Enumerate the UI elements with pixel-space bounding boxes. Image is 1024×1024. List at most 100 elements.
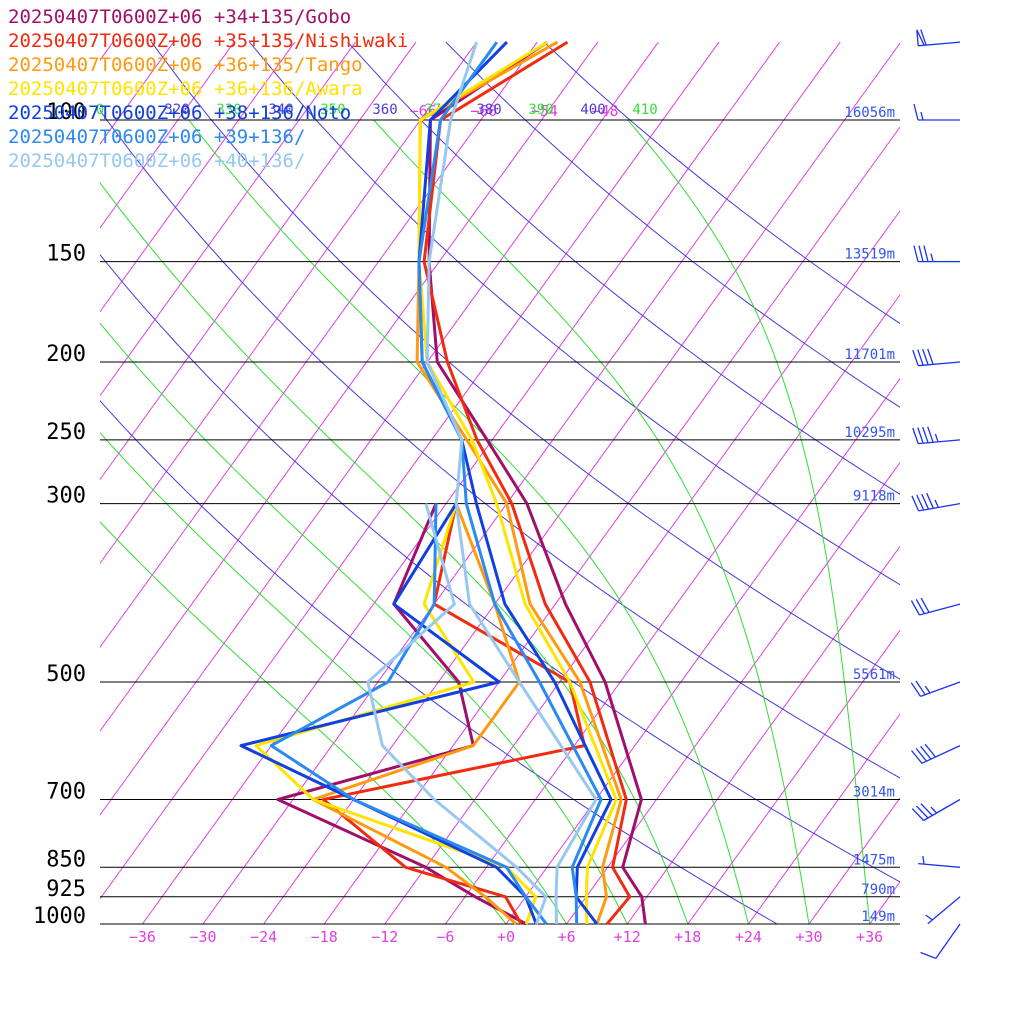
dewpoint-line bbox=[276, 503, 527, 926]
temperature-tick-label: +30 bbox=[795, 928, 822, 946]
theta-label: 390 bbox=[528, 102, 553, 118]
isotherm-line bbox=[100, 41, 417, 481]
height-label: 13519m bbox=[844, 247, 895, 263]
isotherm-line bbox=[100, 41, 175, 145]
pressure-label: 300 bbox=[46, 484, 86, 509]
temperature-tick-label: +18 bbox=[674, 928, 701, 946]
theta-label: 0 bbox=[96, 102, 104, 118]
isotherm-line bbox=[141, 41, 781, 924]
isotherm-line bbox=[566, 461, 900, 924]
isotherm-line bbox=[991, 42, 1024, 924]
wind-barb bbox=[925, 896, 961, 925]
dewpoint-line bbox=[321, 503, 586, 925]
isotherm-line bbox=[100, 41, 296, 313]
dewpoint-line bbox=[366, 503, 548, 925]
isotherm-line bbox=[100, 41, 599, 732]
moist-adiabat-line bbox=[627, 119, 871, 924]
isotherm-line bbox=[100, 41, 356, 397]
temperature-tick-label: −30 bbox=[189, 928, 216, 946]
dry-adiabat-line bbox=[150, 41, 900, 680]
legend: 20250407T0600Z+06 +34+135/Gobo20250407T0… bbox=[8, 6, 408, 172]
isotherm-line bbox=[0, 42, 52, 924]
temperature-tick-label: −36 bbox=[129, 928, 156, 946]
theta-label: 410 bbox=[632, 102, 657, 118]
wind-barbs bbox=[910, 29, 961, 960]
isotherm-line bbox=[930, 42, 1024, 924]
wind-barb bbox=[913, 245, 960, 263]
isotherm-line bbox=[687, 629, 900, 924]
dry-adiabat-line bbox=[249, 41, 900, 586]
theta-label: 400 bbox=[580, 102, 605, 118]
dry-adiabat-line bbox=[347, 41, 900, 495]
theta-label: 320 bbox=[164, 102, 189, 118]
legend-entry: 20250407T0600Z+06 +39+136/ bbox=[8, 126, 305, 148]
dewpoint-line bbox=[254, 503, 538, 925]
pressure-label: 925 bbox=[46, 877, 86, 902]
height-label: 5561m bbox=[853, 667, 895, 683]
dewpoint-line bbox=[311, 503, 521, 926]
wind-barb bbox=[918, 855, 961, 868]
isotherm-line bbox=[626, 545, 900, 924]
dry-adiabat-line bbox=[100, 400, 778, 924]
series-0 bbox=[276, 40, 647, 926]
isotherm-label: −54 bbox=[531, 102, 558, 120]
legend-entry: 20250407T0600Z+06 +40+136/ bbox=[8, 150, 305, 172]
pressure-label: 700 bbox=[46, 780, 86, 805]
pressure-label: 1000 bbox=[33, 904, 86, 929]
temperature-line bbox=[417, 40, 618, 925]
temperature-tick-label: +36 bbox=[856, 928, 883, 946]
isotherm-label: −48 bbox=[591, 102, 618, 120]
dry-adiabat-line bbox=[100, 109, 900, 779]
temperature-line bbox=[417, 41, 613, 925]
series-5 bbox=[269, 41, 603, 925]
legend-entry: 20250407T0600Z+06 +35+135/Nishiwaki bbox=[8, 30, 408, 52]
isotherm-line bbox=[100, 41, 720, 900]
isotherm-line bbox=[444, 293, 900, 924]
sounding-profiles bbox=[239, 40, 647, 926]
temperature-tick-label: +24 bbox=[735, 928, 762, 946]
wind-barb bbox=[916, 29, 961, 47]
wind-barb bbox=[911, 492, 961, 512]
pressure-label: 200 bbox=[46, 342, 86, 367]
theta-label: 350 bbox=[320, 102, 345, 118]
pressure-label: 250 bbox=[46, 420, 86, 445]
isotherm-line bbox=[384, 210, 900, 924]
isotherm-line bbox=[100, 41, 478, 565]
temperature-tick-label: +6 bbox=[558, 928, 576, 946]
height-label: 9118m bbox=[853, 489, 895, 505]
series-6 bbox=[366, 41, 598, 925]
height-label: 3014m bbox=[853, 785, 895, 801]
wind-barb bbox=[911, 798, 961, 822]
wind-barb bbox=[912, 348, 961, 367]
temperature-tick-label: −6 bbox=[436, 928, 454, 946]
temperature-tick-label: +0 bbox=[497, 928, 515, 946]
isotherm-line bbox=[100, 41, 659, 816]
wind-barb bbox=[910, 680, 961, 698]
dry-adiabat-line bbox=[445, 41, 900, 408]
legend-entry: 20250407T0600Z+06 +36+135/Tango bbox=[8, 54, 363, 76]
dry-adiabat-line bbox=[543, 41, 900, 325]
dewpoint-line bbox=[269, 503, 548, 925]
isotherm-line bbox=[100, 41, 235, 229]
height-label: 790m bbox=[861, 882, 895, 898]
pressure-label: 100 bbox=[46, 100, 86, 125]
legend-entry: 20250407T0600Z+06 +36+136/Awara bbox=[8, 78, 363, 100]
pressure-label: 150 bbox=[46, 242, 86, 267]
wind-barb bbox=[912, 426, 961, 445]
height-label: 149m bbox=[861, 909, 895, 925]
legend-entry: 20250407T0600Z+06 +34+135/Gobo bbox=[8, 6, 351, 28]
wind-barb bbox=[910, 743, 961, 764]
wind-barb bbox=[913, 103, 960, 121]
theta-label: 360 bbox=[372, 102, 397, 118]
isotherm-line bbox=[202, 41, 841, 924]
temperature-tick-label: −18 bbox=[311, 928, 338, 946]
temperature-line bbox=[425, 41, 598, 925]
temperature-tick-label: −12 bbox=[371, 928, 398, 946]
wind-barb bbox=[910, 597, 961, 616]
series-1 bbox=[321, 40, 632, 925]
theta-label: 340 bbox=[268, 102, 293, 118]
temperature-line bbox=[417, 41, 603, 925]
wind-barb bbox=[920, 923, 961, 960]
series-3 bbox=[254, 40, 618, 925]
